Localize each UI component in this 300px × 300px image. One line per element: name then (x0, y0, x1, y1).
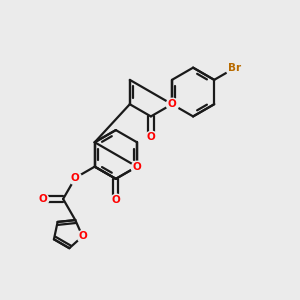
Text: O: O (146, 132, 155, 142)
Text: O: O (71, 173, 80, 183)
Text: O: O (111, 194, 120, 205)
Text: O: O (133, 162, 141, 172)
Text: Br: Br (228, 63, 241, 73)
Text: O: O (38, 194, 47, 204)
Text: O: O (168, 99, 176, 109)
Text: O: O (78, 231, 87, 241)
